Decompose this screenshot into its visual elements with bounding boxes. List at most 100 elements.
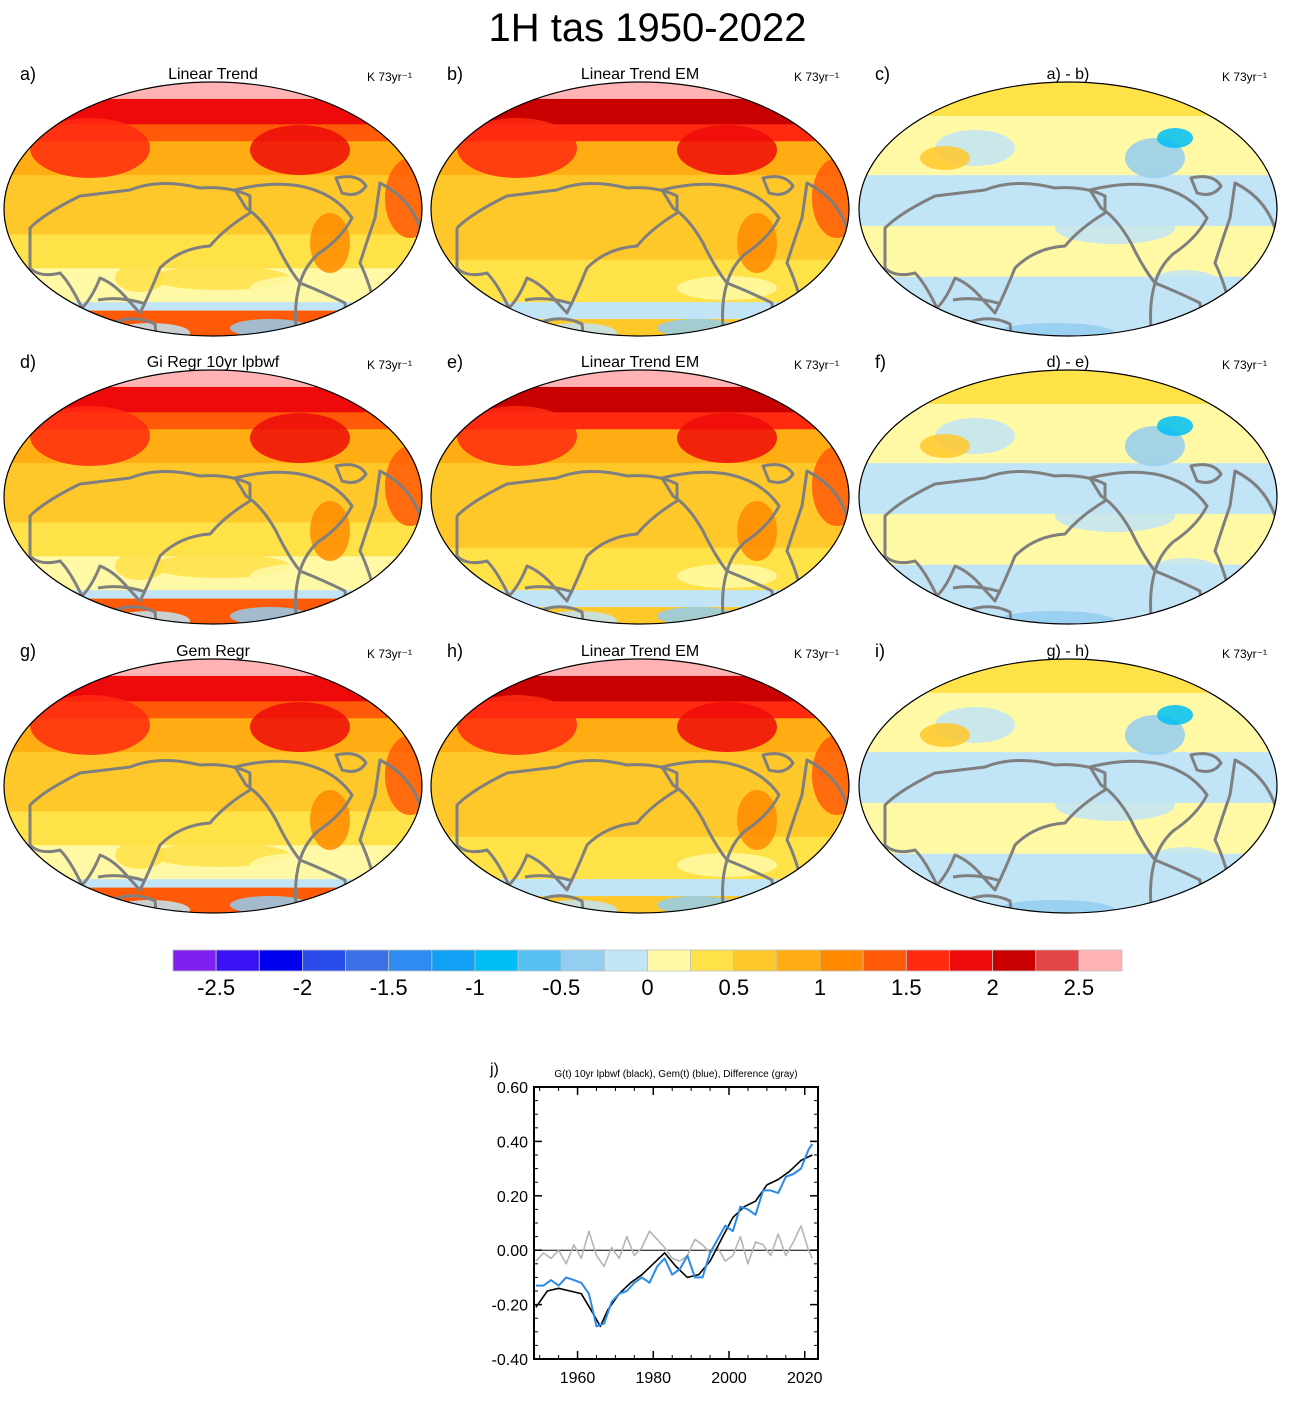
contour-band [4, 522, 422, 532]
coast-australia [964, 317, 1013, 336]
coast-asia [883, 758, 1107, 892]
contour-region [457, 406, 577, 466]
contour-band [431, 828, 849, 838]
contour-band [859, 403, 1277, 414]
panel-units: K 73yr⁻¹ [366, 647, 412, 661]
coast-south-america [1149, 281, 1202, 336]
coast-north-america [233, 759, 354, 862]
contour-band [4, 870, 422, 881]
contour-band [431, 497, 849, 507]
contour-band [431, 581, 849, 592]
contour-band [431, 870, 849, 881]
contour-band [859, 743, 1277, 754]
coast-indonesia [952, 585, 1002, 594]
contour-band [431, 769, 849, 779]
contour-region [1125, 138, 1185, 178]
panel-label: h) [447, 641, 464, 661]
contour-region [310, 501, 350, 561]
contour-band [4, 293, 422, 304]
contour-band [859, 488, 1277, 498]
x-tick-label: 2020 [787, 1370, 823, 1387]
contour-band [431, 667, 849, 677]
contour-band [4, 811, 422, 821]
colorbar-tick-label: 1.5 [891, 975, 922, 1000]
contour-region [1125, 715, 1185, 755]
contour-band [4, 615, 422, 624]
contour-region [1125, 426, 1185, 466]
coast-greenland [761, 175, 795, 196]
contour-region [995, 323, 1115, 336]
contour-band [859, 735, 1277, 745]
coast-north-america [1088, 470, 1209, 573]
contour-region [250, 125, 350, 175]
contour-band [431, 786, 849, 796]
contour-band [859, 692, 1277, 703]
contour-band [431, 505, 849, 515]
x-tick-label: 2000 [711, 1370, 747, 1387]
contour-band [859, 811, 1277, 821]
contour-band [431, 463, 849, 473]
contour-region [385, 735, 422, 815]
coast-north-america [233, 182, 354, 285]
coast-indonesia [524, 874, 574, 883]
contour-band [4, 420, 422, 431]
contour-band [859, 437, 1277, 448]
panel-label: f) [875, 352, 886, 372]
contour-region [677, 125, 777, 175]
plot-frame [533, 1086, 819, 1360]
coast-indonesia [97, 297, 147, 306]
contour-band [4, 437, 422, 448]
contour-band [431, 251, 849, 261]
contour-region [457, 118, 577, 178]
panel-title: a) - b) [1046, 66, 1090, 83]
contour-band [431, 879, 849, 889]
contour-band [4, 454, 422, 465]
coast-asia [28, 469, 252, 603]
contour-band [4, 786, 422, 796]
timeseries-chart: j) G(t) 10yr lpbwf (black), Gem(t) (blue)… [489, 1061, 823, 1387]
coast-asia [883, 181, 1107, 315]
contour-band [859, 667, 1277, 677]
main-title: 1H tas 1950-2022 [488, 6, 807, 50]
colorbar-tick-label: -2.5 [197, 975, 235, 1000]
contour-band [431, 310, 849, 321]
contour-band [431, 293, 849, 304]
contour-band [859, 82, 1277, 92]
coast-indonesia [524, 297, 574, 306]
contour-band [859, 836, 1277, 847]
contour-band [859, 310, 1277, 321]
contour-region [812, 158, 849, 238]
contour-region [737, 501, 777, 561]
coast-australia [536, 317, 585, 336]
contour-band [859, 234, 1277, 244]
contour-band [431, 752, 849, 762]
contour-band [4, 684, 422, 694]
contour-band [859, 564, 1277, 575]
contour-band [431, 887, 849, 898]
contour-band [431, 386, 849, 397]
contour-band [431, 811, 849, 821]
map-field [3, 369, 423, 625]
contour-band [431, 420, 849, 431]
contour-band [859, 378, 1277, 388]
coast-asia [28, 758, 252, 892]
contour-band [4, 497, 422, 507]
contour-band [859, 684, 1277, 694]
coast-north-america [1088, 759, 1209, 862]
contour-band [859, 547, 1277, 558]
contour-band [859, 209, 1277, 219]
contour-band [859, 819, 1277, 830]
contour-band [859, 386, 1277, 397]
contour-band [431, 598, 849, 609]
contour-band [859, 446, 1277, 456]
contour-band [859, 285, 1277, 295]
contour-band [431, 735, 849, 745]
coast-greenland [334, 463, 368, 484]
coast-south-america [1149, 569, 1202, 624]
colorbar-swatch [733, 949, 778, 972]
map-contours [859, 82, 1277, 336]
contour-band [859, 522, 1277, 532]
map-contours [431, 82, 849, 336]
contour-band [859, 590, 1277, 600]
colorbar-swatch [560, 949, 605, 972]
